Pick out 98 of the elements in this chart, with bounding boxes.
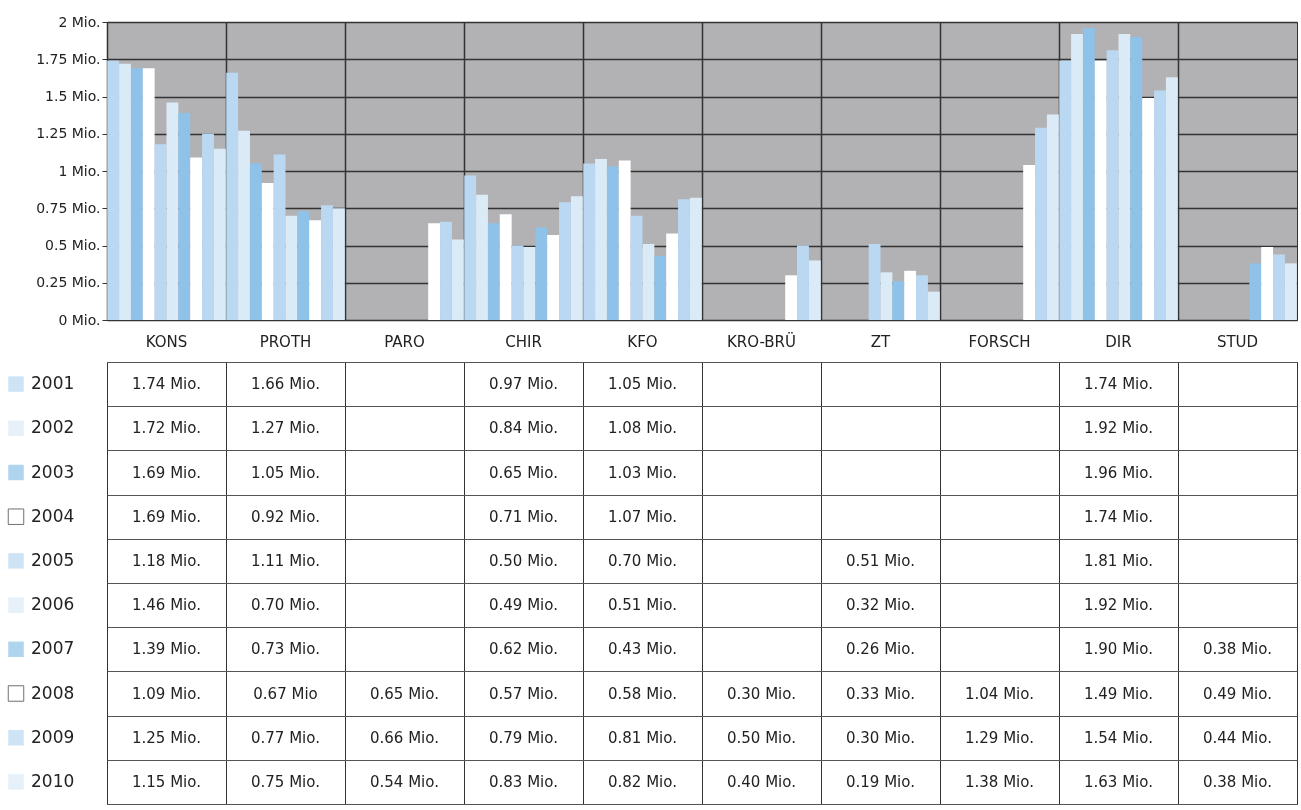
data-label: 0.81 Mio. — [608, 728, 677, 747]
data-label: 1.27 Mio. — [251, 419, 320, 438]
y-tick-label: 0.25 Mio. — [36, 274, 101, 291]
data-label: 1.25 Mio. — [132, 728, 201, 747]
data-label: 0.50 Mio. — [489, 551, 558, 570]
data-label: 1.69 Mio. — [132, 507, 201, 526]
data-label: 1.38 Mio. — [965, 772, 1034, 791]
data-label: 0.51 Mio. — [608, 596, 677, 615]
data-label: 0.70 Mio. — [608, 551, 677, 570]
data-label: 0.65 Mio. — [489, 463, 558, 482]
data-label: 0.30 Mio. — [727, 684, 796, 703]
data-label: 1.90 Mio. — [1084, 640, 1153, 659]
data-label: 0.62 Mio. — [489, 640, 558, 659]
data-label: 0.71 Mio. — [489, 507, 558, 526]
y-tick-label: 1.5 Mio. — [45, 88, 101, 104]
data-label: 0.19 Mio. — [846, 772, 915, 791]
legend-label: 2002 — [31, 417, 75, 438]
y-tick-label: 0.75 Mio. — [36, 199, 101, 216]
data-label: 1.05 Mio. — [608, 375, 677, 394]
data-label: 1.07 Mio. — [608, 507, 677, 526]
data-label: 0.58 Mio. — [608, 684, 677, 703]
y-tick-label: 0.5 Mio. — [45, 237, 101, 253]
data-label: 0.84 Mio. — [489, 419, 558, 438]
data-label: 0.49 Mio. — [1203, 684, 1272, 703]
data-label: 1.05 Mio. — [251, 463, 320, 482]
legend-label: 2008 — [31, 682, 75, 703]
data-label: 0.44 Mio. — [1203, 728, 1272, 747]
data-label: 0.82 Mio. — [608, 772, 677, 791]
data-label: 1.18 Mio. — [132, 551, 201, 570]
x-tick-label: CHIR — [505, 332, 542, 351]
data-label: 0.79 Mio. — [489, 728, 558, 747]
legend-label: 2006 — [31, 594, 75, 615]
x-tick-label: DIR — [1105, 332, 1132, 351]
y-tick-label: 2 Mio. — [58, 13, 101, 30]
data-label: 1.66 Mio. — [251, 375, 320, 394]
data-label: 0.49 Mio. — [489, 596, 558, 615]
data-label: 1.29 Mio. — [965, 728, 1034, 747]
x-tick-label: KFO — [627, 332, 658, 351]
data-label: 0.65 Mio. — [370, 684, 439, 703]
data-label: 0.33 Mio. — [846, 684, 915, 703]
data-label: 0.30 Mio. — [846, 728, 915, 747]
legend-label: 2010 — [31, 770, 75, 791]
y-tick-label: 0 Mio. — [58, 311, 101, 328]
x-tick-label: ZT — [870, 332, 892, 351]
data-label: 0.75 Mio. — [251, 772, 320, 791]
legend-label: 2007 — [31, 638, 75, 659]
legend-label: 2009 — [31, 726, 75, 747]
data-label: 1.04 Mio. — [965, 684, 1034, 703]
x-tick-label: STUD — [1216, 332, 1259, 351]
x-tick-label: PARO — [384, 332, 425, 351]
data-label: 1.46 Mio. — [132, 596, 201, 615]
data-label: 1.15 Mio. — [132, 772, 201, 791]
data-label: 0.70 Mio. — [251, 596, 320, 615]
data-label: 0.73 Mio. — [251, 640, 320, 659]
data-label: 0.97 Mio. — [489, 375, 558, 394]
data-label: 0.38 Mio. — [1203, 772, 1272, 791]
data-label: 0.83 Mio. — [489, 772, 558, 791]
data-label: 0.26 Mio. — [846, 640, 915, 659]
data-label: 1.09 Mio. — [132, 684, 201, 703]
data-label: 0.57 Mio. — [489, 684, 558, 703]
legend-label: 2001 — [31, 373, 75, 394]
legend-label: 2004 — [31, 505, 75, 526]
data-label: 0.51 Mio. — [846, 551, 915, 570]
data-label: 1.63 Mio. — [1084, 772, 1153, 791]
data-label: 0.77 Mio. — [251, 728, 320, 747]
x-tick-label: KONS — [145, 332, 188, 351]
data-label: 1.03 Mio. — [608, 463, 677, 482]
data-label: 1.81 Mio. — [1084, 551, 1153, 570]
data-label: 0.32 Mio. — [846, 596, 915, 615]
data-label: 1.08 Mio. — [608, 419, 677, 438]
data-label: 1.11 Mio. — [251, 551, 320, 570]
data-label: 1.69 Mio. — [132, 463, 201, 482]
data-label: 1.74 Mio. — [132, 375, 201, 394]
data-label: 1.74 Mio. — [1084, 507, 1153, 526]
data-label: 1.96 Mio. — [1084, 463, 1153, 482]
data-label: 0.40 Mio. — [727, 772, 796, 791]
legend-label: 2005 — [31, 549, 75, 570]
data-label: 1.92 Mio. — [1084, 419, 1153, 438]
data-label: 0.38 Mio. — [1203, 640, 1272, 659]
data-label: 1.54 Mio. — [1084, 728, 1153, 747]
data-label: 0.92 Mio. — [251, 507, 320, 526]
data-label: 0.54 Mio. — [370, 772, 439, 791]
x-tick-label: PROTH — [259, 332, 312, 351]
data-label: 1.74 Mio. — [1084, 375, 1153, 394]
data-label: 1.39 Mio. — [132, 640, 201, 659]
data-label: 0.50 Mio. — [727, 728, 796, 747]
legend-label: 2003 — [31, 461, 75, 482]
data-label: 0.66 Mio. — [370, 728, 439, 747]
data-label: 0.43 Mio. — [608, 640, 677, 659]
data-label: 1.72 Mio. — [132, 419, 201, 438]
y-tick-label: 1.25 Mio. — [36, 125, 101, 142]
y-tick-label: 1 Mio. — [58, 162, 101, 179]
data-label: 0.67 Mio — [253, 684, 318, 703]
data-label: 1.49 Mio. — [1084, 684, 1153, 703]
data-label: 1.92 Mio. — [1084, 596, 1153, 615]
x-tick-label: KRO-BRÜ — [726, 331, 797, 351]
y-tick-label: 1.75 Mio. — [36, 50, 101, 67]
x-tick-label: FORSCH — [968, 332, 1031, 351]
